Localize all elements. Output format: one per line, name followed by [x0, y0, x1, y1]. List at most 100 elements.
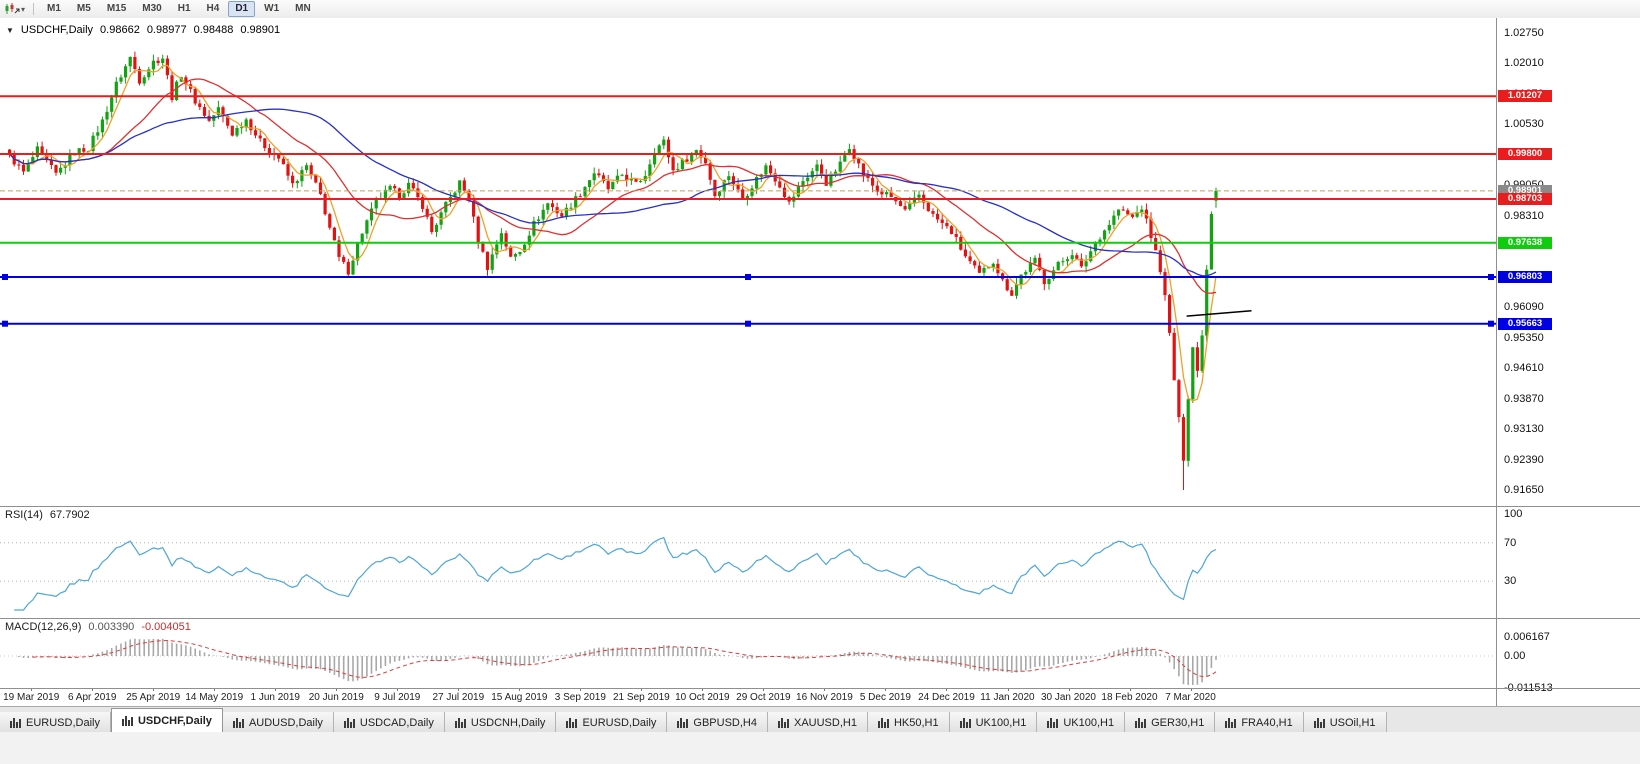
mini-chart-icon [959, 717, 971, 728]
price-scale[interactable]: 1.027501.020101.012701.005300.997900.990… [1496, 18, 1640, 706]
price-tick: 0.93130 [1504, 423, 1544, 436]
rsi-plot[interactable] [0, 506, 1496, 618]
timeframe-w1[interactable]: W1 [264, 3, 280, 14]
mini-chart-icon [343, 717, 355, 728]
toolbar-separator [33, 3, 35, 15]
timeframe-bar: M1 M5 M15 M30 H1 H4 D1 W1 MN [39, 1, 319, 17]
timeframe-m5[interactable]: M5 [76, 3, 91, 14]
timeframe-mn[interactable]: MN [295, 3, 311, 14]
macd-header: MACD(12,26,9) 0.003390 -0.004051 [5, 621, 191, 633]
mini-chart-icon [877, 717, 889, 728]
charts-toolbar-icon[interactable] [4, 3, 20, 15]
date-axis[interactable]: 19 Mar 2019 6 Apr 2019 25 Apr 2019 14 May 2… [0, 688, 1496, 706]
date-label: 6 Apr 2019 [68, 692, 117, 703]
date-tick [702, 688, 704, 691]
price-tick: 1.02750 [1504, 27, 1544, 39]
date-tick [275, 688, 277, 691]
chart-tab-eurusd-daily[interactable]: EURUSD,Daily [556, 712, 668, 733]
chart-tab-audusd-daily[interactable]: AUDUSD,Daily [222, 712, 334, 733]
price-badge: 0.95663 [1498, 317, 1552, 330]
panel-separator[interactable] [0, 506, 1640, 507]
chart-tab-hk50-h1[interactable]: HK50,H1 [867, 712, 950, 733]
date-tick [31, 688, 33, 691]
price-tick: 1.00530 [1504, 118, 1544, 131]
date-tick [824, 688, 826, 691]
timeframe-m15[interactable]: M15 [106, 3, 127, 14]
tab-label: EURUSD,Daily [582, 716, 657, 729]
mini-chart-icon [1047, 717, 1059, 728]
date-tick [153, 688, 155, 691]
mini-chart-icon [566, 717, 578, 728]
price-tick: 0.95350 [1504, 331, 1544, 344]
chart-tab-uk100-h1[interactable]: UK100,H1 [1037, 712, 1126, 733]
price-badge: 0.99800 [1498, 148, 1552, 161]
date-tick [1068, 688, 1070, 691]
chart-tab-usdchf-daily[interactable]: USDCHF,Daily [110, 708, 223, 733]
rsi-panel[interactable]: RSI(14) 67.7902 [0, 506, 1496, 618]
macd-value-main: 0.003390 [88, 621, 135, 633]
tab-label: GBPUSD,H4 [693, 716, 757, 729]
tab-label: UK100,H1 [1063, 716, 1115, 729]
price-tick: 0.96090 [1504, 301, 1544, 314]
candlestick-chart[interactable] [0, 18, 1496, 506]
tab-label: USOil,H1 [1329, 716, 1376, 729]
chart-header: ▼ USDCHF,Daily 0.98662 0.98977 0.98488 0… [6, 24, 280, 36]
timeframe-m1[interactable]: M1 [47, 3, 61, 14]
bottom-strip [0, 732, 1640, 764]
main-chart-panel[interactable]: ▼ USDCHF,Daily 0.98662 0.98977 0.98488 0… [0, 18, 1496, 506]
macd-panel[interactable]: MACD(12,26,9) 0.003390 -0.004051 [0, 618, 1496, 688]
date-label: 1 Jun 2019 [250, 692, 301, 703]
date-tick [397, 688, 399, 691]
toolbar-dropdown-icon[interactable]: ▾ [21, 4, 26, 14]
tab-label: USDCHF,Daily [137, 715, 212, 727]
mini-chart-icon [10, 717, 21, 728]
chart-tab-usdcnh-daily[interactable]: USDCNH,Daily [444, 712, 557, 733]
date-label: 11 Jan 2020 [980, 692, 1035, 703]
mini-chart-icon [777, 717, 789, 728]
date-tick [763, 688, 765, 691]
date-tick [1190, 688, 1192, 691]
chart-tab-usdcad-daily[interactable]: USDCAD,Daily [333, 712, 445, 733]
date-tick [336, 688, 338, 691]
tab-label: USDCAD,Daily [359, 716, 434, 729]
date-tick [580, 688, 582, 691]
collapse-triangle-icon[interactable]: ▼ [6, 25, 14, 35]
date-label: 9 Jul 2019 [374, 692, 421, 703]
date-tick [1007, 688, 1009, 691]
macd-axis-label: 0.006167 [1504, 631, 1550, 644]
date-label: 18 Feb 2020 [1101, 692, 1158, 703]
date-tick [458, 688, 460, 691]
tab-label: EURUSD,Daily [26, 716, 100, 729]
timeframe-m30[interactable]: M30 [142, 3, 162, 14]
tab-label: USDCNH,Daily [470, 716, 546, 729]
date-label: 25 Apr 2019 [126, 692, 181, 703]
timeframe-h4[interactable]: H4 [206, 3, 220, 14]
date-tick [641, 688, 643, 691]
date-label: 10 Oct 2019 [675, 692, 730, 703]
price-tick: 1.02010 [1504, 57, 1544, 70]
price-badge: 0.96803 [1498, 270, 1552, 283]
price-tick: 0.92390 [1504, 453, 1544, 466]
tab-label: XAUUSD,H1 [793, 716, 857, 729]
toolbar: ▾ M1 M5 M15 M30 H1 H4 D1 W1 MN [0, 0, 1640, 19]
mini-chart-icon [1225, 717, 1237, 728]
tab-label: HK50,H1 [893, 716, 939, 729]
chart-tab-usoil-h1[interactable]: USOil,H1 [1303, 712, 1387, 733]
tab-bar: EURUSD,Daily USDCHF,Daily AUDUSD,Daily USDC… [0, 706, 1640, 733]
ohlc-high: 0.98977 [146, 24, 187, 36]
chart-tab-fra40-h1[interactable]: FRA40,H1 [1215, 712, 1304, 733]
date-tick [885, 688, 887, 691]
chart-tab-eurusd-daily[interactable]: EURUSD,Daily [0, 712, 111, 733]
timeframe-h1[interactable]: H1 [177, 3, 191, 14]
panel-separator[interactable] [0, 618, 1640, 619]
date-label: 27 Jul 2019 [432, 692, 485, 703]
macd-axis-label: 0.00 [1504, 650, 1526, 662]
chart-tab-gbpusd-h4[interactable]: GBPUSD,H4 [667, 712, 768, 733]
date-label: 21 Sep 2019 [613, 692, 670, 703]
rsi-name: RSI(14) [5, 509, 43, 521]
chart-tab-uk100-h1[interactable]: UK100,H1 [949, 712, 1038, 733]
chart-tab-xauusd-h1[interactable]: XAUUSD,H1 [767, 712, 868, 733]
timeframe-d1[interactable]: D1 [228, 1, 256, 17]
macd-plot[interactable] [0, 618, 1496, 688]
chart-tab-ger30-h1[interactable]: GER30,H1 [1125, 712, 1216, 733]
